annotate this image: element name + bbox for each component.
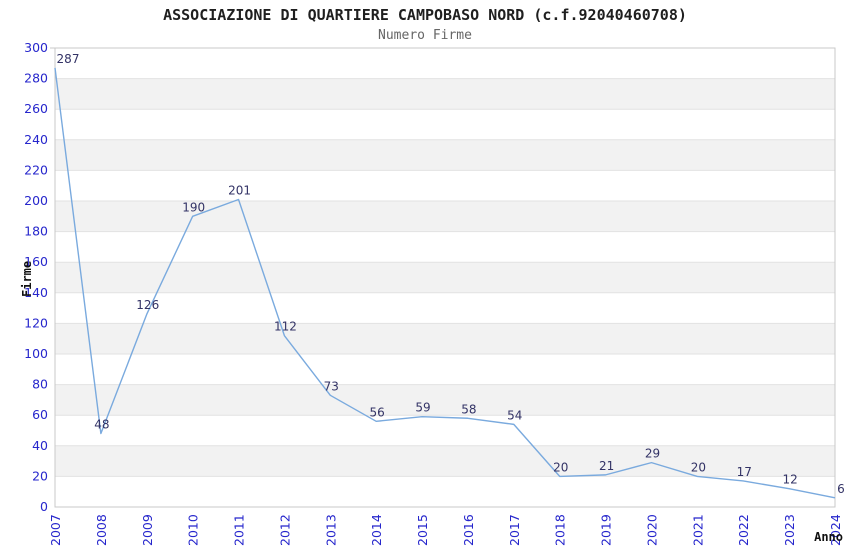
point-value-label: 190 <box>182 200 205 214</box>
point-value-label: 29 <box>645 447 660 461</box>
y-tick-label: 280 <box>24 71 48 86</box>
y-tick-label: 260 <box>24 101 48 116</box>
y-tick-label: 220 <box>24 162 48 177</box>
x-tick-label: 2007 <box>48 514 63 546</box>
x-axis-title: Anno <box>814 530 843 544</box>
point-value-label: 20 <box>691 460 706 474</box>
y-tick-label: 60 <box>32 407 48 422</box>
y-tick-label: 20 <box>32 468 48 483</box>
plot-band <box>55 384 835 416</box>
x-tick-label: 2017 <box>507 514 522 546</box>
point-value-label: 287 <box>57 52 80 66</box>
x-tick-label: 2021 <box>690 514 705 546</box>
x-tick-label: 2024 <box>828 514 843 546</box>
point-value-label: 59 <box>415 401 430 415</box>
point-value-label: 54 <box>507 408 522 422</box>
y-tick-label: 240 <box>24 132 48 147</box>
point-value-label: 73 <box>324 379 339 393</box>
plot-band <box>55 323 835 354</box>
point-value-label: 20 <box>553 460 568 474</box>
x-tick-label: 2022 <box>736 514 751 546</box>
y-tick-label: 0 <box>40 499 48 514</box>
data-line <box>54 67 836 499</box>
x-tick-label: 2012 <box>277 514 292 546</box>
chart-subtitle: Numero Firme <box>378 28 472 43</box>
point-value-label: 12 <box>782 473 797 487</box>
point-value-label: 126 <box>136 298 159 312</box>
y-axis-title: Firme <box>20 261 34 297</box>
x-tick-label: 2008 <box>94 514 109 546</box>
x-tick-label: 2019 <box>599 514 614 546</box>
x-tick-label: 2010 <box>186 514 201 546</box>
x-tick-label: 2023 <box>782 514 797 546</box>
x-tick-label: 2013 <box>323 514 338 546</box>
y-tick-label: 80 <box>32 377 48 392</box>
x-tick-label: 2015 <box>415 514 430 546</box>
point-value-label: 17 <box>737 465 752 479</box>
chart-title: ASSOCIAZIONE DI QUARTIERE CAMPOBASO NORD… <box>163 6 687 24</box>
y-tick-label: 140 <box>24 285 48 300</box>
point-value-label: 201 <box>228 183 251 197</box>
y-tick-label: 300 <box>24 40 48 55</box>
y-tick-label: 100 <box>24 346 48 361</box>
plot-band <box>55 201 835 232</box>
point-value-label: 21 <box>599 459 614 473</box>
point-value-label: 58 <box>461 402 476 416</box>
y-tick-label: 120 <box>24 315 48 330</box>
point-value-label: 56 <box>370 405 385 419</box>
plot-band <box>55 262 835 293</box>
x-tick-label: 2014 <box>369 514 384 546</box>
y-tick-label: 200 <box>24 193 48 208</box>
point-value-label: 6 <box>837 482 845 496</box>
plot-band <box>55 139 835 171</box>
plot-band <box>55 445 835 477</box>
x-tick-label: 2009 <box>140 514 155 546</box>
x-tick-label: 2018 <box>553 514 568 546</box>
plot-band <box>55 78 835 110</box>
x-tick-label: 2016 <box>461 514 476 546</box>
point-value-label: 48 <box>94 418 109 432</box>
y-tick-label: 180 <box>24 224 48 239</box>
x-tick-label: 2011 <box>232 514 247 546</box>
x-tick-label: 2020 <box>644 514 659 546</box>
point-value-label: 112 <box>274 320 297 334</box>
y-tick-label: 40 <box>32 438 48 453</box>
plot-border <box>54 47 836 508</box>
y-tick-label: 160 <box>24 254 48 269</box>
